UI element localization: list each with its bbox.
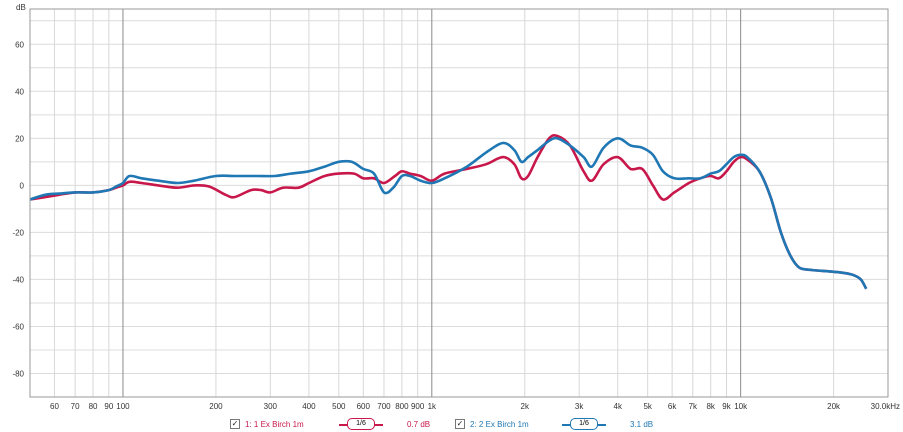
x-tick-label: 700 (377, 402, 391, 411)
x-tick-label: 8k (706, 402, 715, 411)
series-1-line (29, 133, 868, 290)
x-tick-label: 10k (734, 402, 748, 411)
plot-frame (29, 8, 889, 398)
x-tick-label: 7k (689, 402, 698, 411)
y-tick-label: -20 (12, 228, 24, 237)
x-tick-label: 600 (357, 402, 371, 411)
series-2-value: 3.1 dB (630, 419, 654, 429)
x-tick-label: 20k (827, 402, 841, 411)
x-tick-label: 4k (614, 402, 623, 411)
series-2-line-swatch (562, 424, 571, 426)
x-tick-label: 2k (521, 402, 530, 411)
series-curves (29, 133, 868, 290)
series-1-line-swatch-right (374, 424, 383, 426)
x-tick-label: 3k (575, 402, 584, 411)
y-axis-label: dB (16, 3, 26, 12)
series-2-label: 2: 2 Ex Birch 1m (470, 419, 529, 429)
y-tick-label: -40 (12, 275, 24, 284)
x-tick-label: 300 (264, 402, 278, 411)
y-tick-label: 60 (15, 40, 24, 49)
x-tick-label: 30.0kHz (871, 402, 900, 411)
series-1-label: 1: 1 Ex Birch 1m (245, 419, 304, 429)
y-tick-label: -60 (12, 322, 24, 331)
x-tick-label: 60 (50, 402, 59, 411)
series-2-line (29, 136, 868, 290)
x-tick-label: 70 (71, 402, 80, 411)
y-tick-label: 20 (15, 134, 24, 143)
series-1-smoothing-button[interactable]: 1/6 (339, 418, 383, 430)
y-tick-labels: 60 40 20 0 -20 -40 -60 -80 (12, 40, 24, 378)
series-2-checkbox[interactable]: ✓ (455, 419, 465, 429)
x-tick-label: 500 (332, 402, 346, 411)
series-2-smoothing-button[interactable]: 1/6 (562, 418, 606, 430)
legend: ✓ 1: 1 Ex Birch 1m 1/6 0.7 dB ✓ 2: 2 Ex … (0, 417, 903, 431)
series-1-line-swatch (339, 424, 348, 426)
x-tick-label: 80 (89, 402, 98, 411)
x-tick-label: 90 (104, 402, 113, 411)
x-tick-label: 200 (209, 402, 223, 411)
x-tick-label: 100 (116, 402, 130, 411)
x-tick-label: 1k (428, 402, 437, 411)
x-tick-labels: 60 70 80 90 100 200 300 400 500 600 700 800 900 1k 2k 3… (50, 402, 900, 411)
y-tick-label: 40 (15, 87, 24, 96)
legend-item-2: ✓ 2: 2 Ex Birch 1m (455, 417, 529, 431)
series-2-smoothing: 1/6 (579, 420, 589, 427)
x-tick-label: 6k (668, 402, 677, 411)
y-tick-label: -80 (12, 369, 24, 378)
x-tick-label: 400 (302, 402, 316, 411)
grid-lines (30, 9, 888, 398)
series-1-smoothing: 1/6 (356, 420, 366, 427)
x-tick-label: 900 (411, 402, 425, 411)
legend-item-1: ✓ 1: 1 Ex Birch 1m (230, 417, 304, 431)
x-tick-label: 9k (722, 402, 731, 411)
x-tick-label: 5k (643, 402, 652, 411)
series-1-value: 0.7 dB (407, 419, 431, 429)
series-1-checkbox[interactable]: ✓ (230, 419, 240, 429)
y-tick-label: 0 (20, 181, 25, 190)
series-2-line-swatch-right (597, 424, 606, 426)
x-tick-label: 800 (395, 402, 409, 411)
